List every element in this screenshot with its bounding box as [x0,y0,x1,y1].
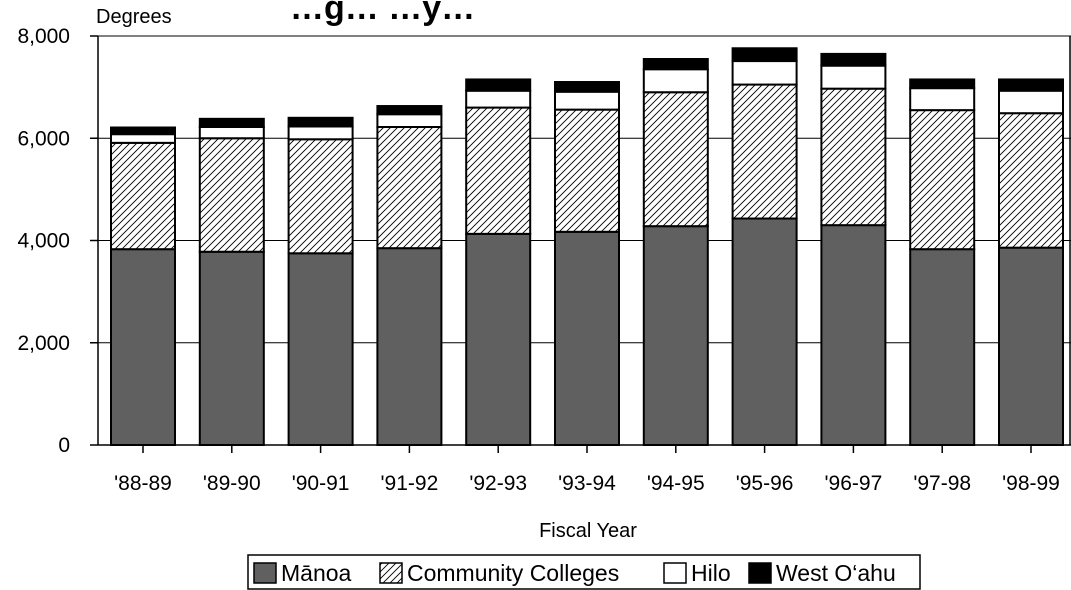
bar-segment-0-3 [376,247,443,446]
bar-segment-2-5 [554,90,620,111]
bar-segment-3-9 [909,78,976,90]
bar-segment-0-5 [554,230,620,446]
bar-segment-0-8 [820,224,887,446]
bar-segment-3-2 [287,116,354,128]
bar-segment-1-10 [998,112,1064,249]
legend-label-0: Mānoa [281,560,352,586]
legend-swatch-3 [748,562,772,584]
bar-segment-3-5 [554,81,620,93]
legend-swatch-2 [663,562,687,584]
legend-swatch-1 [379,562,403,584]
bar-segment-3-6 [642,58,709,71]
bar-segment-0-2 [287,252,354,446]
bar-segment-2-2 [287,125,354,141]
bar-segment-1-9 [909,109,976,251]
x-tick-label-10: '98-99 [1002,472,1060,495]
x-tick-label-9: '97-98 [913,472,971,495]
bar-segment-1-3 [376,126,443,250]
legend-swatch-0 [253,562,277,584]
bar-segment-0-0 [110,248,176,446]
legend-border [247,554,921,590]
bar-segment-1-8 [820,87,887,227]
bar-segment-0-1 [198,250,265,446]
x-tick-label-8: '96-97 [825,472,883,495]
bar-segment-3-3 [376,105,443,116]
x-tick-label-2: '90-91 [292,472,350,495]
legend-label-1: Community Colleges [407,560,619,586]
bar-segment-2-10 [998,89,1064,115]
bar-segment-3-7 [731,47,798,63]
x-tick-label-1: '89-90 [203,472,261,495]
bar-segment-2-4 [465,89,532,109]
bar-segment-1-7 [731,83,798,220]
y-axis-label: Degrees [96,6,172,28]
bar-segment-3-1 [198,117,265,129]
x-tick-label-6: '94-95 [647,472,705,495]
chart-title: …g… …y… [290,0,475,27]
bar-segment-1-4 [465,106,532,235]
bar-segment-1-2 [287,138,354,255]
y-tick-label-3: 6,000 [17,127,70,150]
legend-label-2: Hilo [691,560,731,586]
bar-segment-1-0 [110,141,176,251]
x-tick-labels: '88-89 '89-90 '90-91 '91-92 '92-93 '93-94 '94-… [114,472,1060,495]
bar-segment-2-1 [198,126,265,140]
x-tick-label-4: '92-93 [469,472,527,495]
x-tick-label-3: '91-92 [381,472,439,495]
x-tick-label-5: '93-94 [558,472,616,495]
y-tick-label-0: 0 [58,434,70,457]
bar-segment-3-8 [820,52,887,67]
bar-segment-0-6 [642,225,709,446]
axes [90,35,1071,453]
legend: Mānoa Community Colleges Hilo West O‘ahu [247,554,921,590]
bar-segment-2-3 [376,113,443,129]
bar-segment-3-0 [110,126,176,136]
bar-segment-2-6 [642,68,709,94]
y-tick-label-4: 8,000 [17,25,70,48]
y-tick-label-2: 4,000 [17,230,70,253]
bar-segment-0-9 [909,248,976,446]
bar-segment-0-7 [731,217,798,446]
bar-segment-0-4 [465,232,532,446]
bar-segment-3-10 [998,78,1064,92]
bar-segment-1-1 [198,137,265,253]
bar-segment-3-4 [465,78,532,92]
bars [110,47,1064,446]
bar-segment-2-7 [731,60,798,86]
y-tick-label-1: 2,000 [17,332,70,355]
y-tick-labels: 0 2,000 4,000 6,000 8,000 [17,25,70,457]
x-tick-label-0: '88-89 [114,472,172,495]
bar-segment-2-9 [909,87,976,112]
bar-segment-2-0 [110,133,176,144]
bar-segment-1-5 [554,108,620,233]
bar-segment-1-6 [642,91,709,228]
bar-segment-0-10 [998,246,1064,446]
x-axis-label: Fiscal Year [539,520,637,542]
bar-segment-2-8 [820,64,887,90]
legend-label-3: West O‘ahu [776,560,896,586]
x-tick-label-7: '95-96 [736,472,794,495]
